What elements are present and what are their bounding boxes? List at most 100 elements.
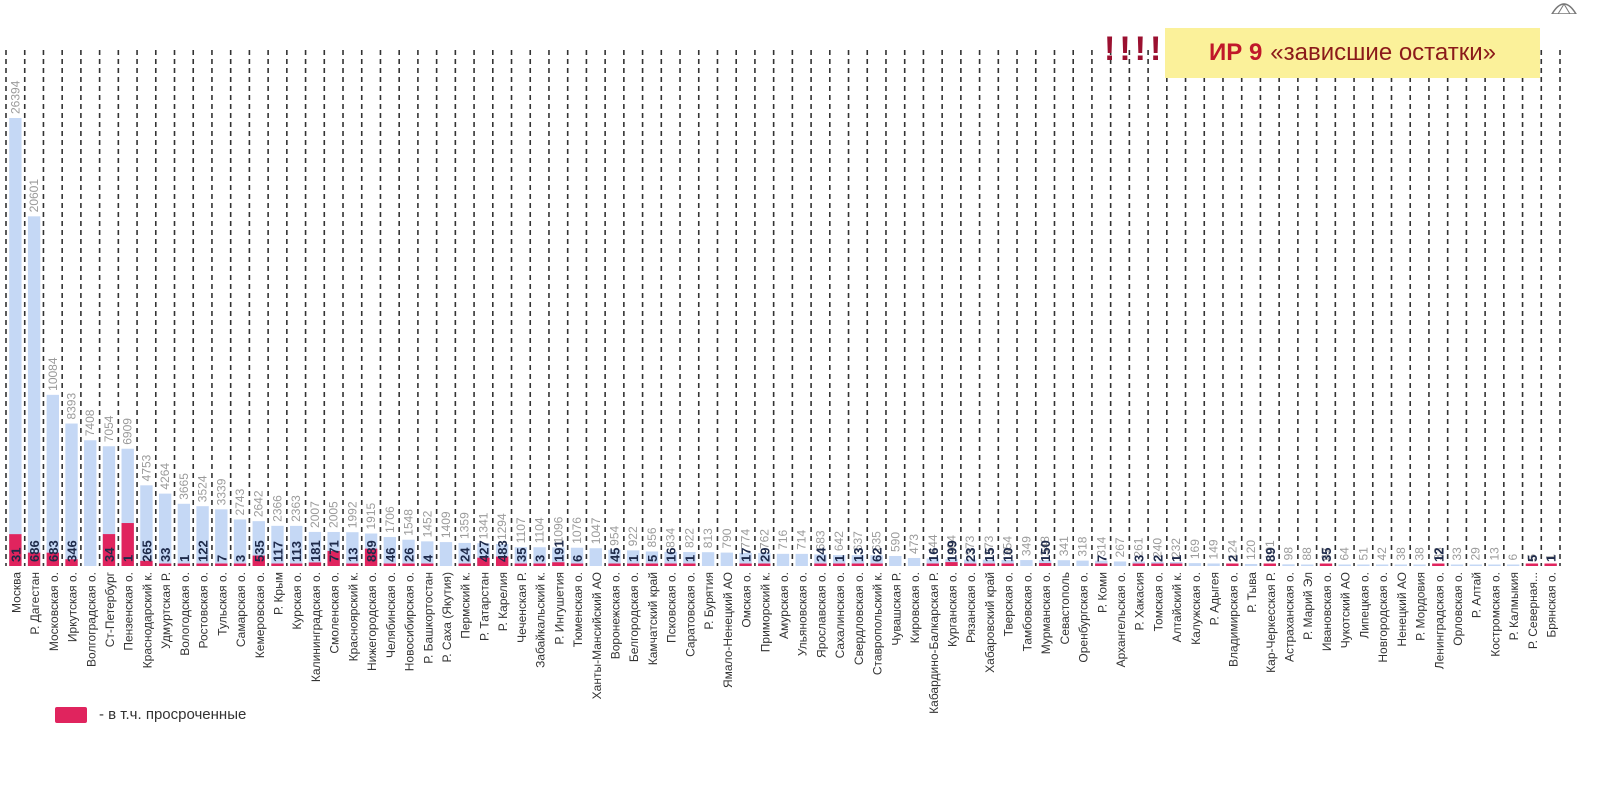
category-label: Калининградская о. (309, 572, 323, 682)
category-label: Кировская о. (908, 572, 922, 643)
category-label: Смоленская о. (328, 572, 342, 654)
category-label: Кемеровская о. (253, 572, 267, 658)
bar-overdue (1170, 563, 1183, 566)
bar-total (1020, 560, 1033, 566)
value-label-total: 2366 (270, 495, 284, 522)
value-label-total: 1 (1544, 554, 1558, 561)
value-label-overdue: 535 (252, 540, 267, 562)
title-text: «зависшие остатки» (1270, 39, 1496, 66)
bar-overdue (177, 563, 191, 566)
value-label-total: 26394 (8, 80, 22, 114)
value-label-total: 348 (1038, 536, 1052, 556)
category-label: Р. Тыва (1245, 572, 1259, 613)
category-label: Рязанская о. (964, 572, 978, 643)
category-label: Курская о. (290, 572, 304, 630)
bar-overdue (627, 563, 640, 566)
value-label-total: 1076 (570, 517, 584, 544)
value-label-overdue: 5 (645, 555, 660, 562)
bar-overdue (1095, 563, 1108, 566)
value-label-total: 1452 (420, 510, 434, 537)
value-label-total: 51 (1356, 547, 1370, 561)
value-label-total: 67 (1319, 547, 1333, 561)
bar-total (758, 553, 771, 566)
value-label-total: 714 (795, 530, 809, 550)
value-label-overdue: 1 (682, 555, 697, 562)
value-label-overdue: 7 (214, 555, 229, 562)
bar-overdue (1319, 563, 1333, 566)
category-label: Приморский к. (758, 572, 772, 652)
category-label: Р. Алтай (1470, 572, 1484, 618)
category-label: Омская о. (740, 572, 754, 628)
bar-total (271, 525, 284, 566)
value-label-total: 1104 (533, 517, 547, 543)
value-label-total: 3665 (177, 473, 191, 500)
category-label: Р. Хакасия (1133, 572, 1147, 630)
value-label-overdue: 24 (813, 547, 828, 562)
value-label-overdue: 34 (102, 547, 117, 562)
value-label-overdue: 4 (420, 554, 435, 562)
category-label: Белгородская о. (627, 572, 641, 662)
bar-overdue (27, 552, 41, 566)
value-label-overdue: 35 (514, 548, 529, 562)
legend-overdue-label: - в т.ч. просроченные (99, 706, 247, 723)
value-label-total: 7408 (83, 409, 97, 436)
value-label-overdue: 346 (65, 540, 80, 562)
bar-overdue (346, 563, 359, 566)
value-label-overdue: 191 (551, 540, 566, 562)
chart-title: ИР 9 «зависшие остатки» (1165, 28, 1540, 78)
value-label-total: 20601 (27, 179, 41, 213)
bar-total (177, 503, 191, 566)
value-label-total: 922 (626, 526, 640, 546)
value-label-total: 33 (1431, 547, 1445, 561)
category-label: Саратовская о. (683, 572, 697, 657)
value-label-total: 813 (701, 528, 715, 548)
value-label-total: 1107 (514, 517, 528, 543)
value-label-total: 314 (1094, 536, 1108, 556)
bar-overdue (383, 563, 396, 566)
bar-overdue (1226, 563, 1239, 566)
category-label: Чеченская Р. (515, 572, 529, 643)
value-label-total: 101 (1263, 540, 1277, 560)
bar-total (421, 541, 434, 566)
bar-total (1001, 559, 1014, 566)
value-label-total: 149 (1207, 539, 1221, 559)
category-label: Астраханская о. (1283, 572, 1297, 662)
value-label-overdue: 16 (664, 548, 679, 562)
category-label: Сахалинская о. (833, 572, 847, 658)
category-label: Севастополь (1058, 572, 1072, 644)
bar-overdue (739, 563, 752, 566)
bar-total (252, 521, 265, 566)
bar-overdue (495, 556, 509, 566)
emblem-icon (1551, 3, 1577, 14)
bar-total (383, 537, 396, 566)
bar-overdue (1038, 563, 1052, 566)
value-label-total: 856 (645, 527, 659, 547)
value-label-overdue: 3 (1132, 555, 1147, 562)
bar-overdue (421, 563, 434, 566)
bar-overdue (271, 563, 284, 566)
value-label-overdue: 122 (196, 540, 211, 562)
value-label-total: 590 (888, 532, 902, 552)
bar-overdue (1132, 563, 1145, 566)
category-label: Тульская о. (215, 572, 229, 636)
bar-overdue (196, 563, 209, 566)
category-label: Липецкая о. (1357, 572, 1371, 639)
category-label: Нижегородская о. (365, 572, 379, 671)
category-label: Р. Марий Эл (1301, 572, 1315, 640)
bar-total (308, 531, 322, 566)
bar-total (1207, 563, 1220, 566)
value-label-total: 169 (1188, 539, 1202, 559)
value-label-overdue: 35 (1319, 548, 1334, 562)
bar-total (683, 552, 696, 566)
bar-total (1394, 564, 1408, 566)
title-code: ИР 9 (1209, 39, 1263, 66)
value-label-overdue: 5 (1525, 555, 1540, 562)
bar-overdue (570, 563, 584, 566)
bar-total (739, 552, 752, 566)
value-label-total: 3524 (196, 475, 210, 502)
value-label-total: 373 (982, 535, 996, 555)
value-label-overdue: 1 (832, 555, 847, 562)
category-label: Кабардино-Балкарская Р. (927, 572, 941, 714)
category-label: Ленинградская о. (1432, 572, 1446, 669)
